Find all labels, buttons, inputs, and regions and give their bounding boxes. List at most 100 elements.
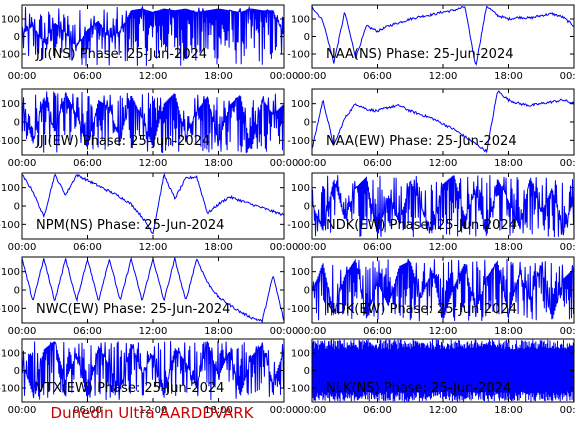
x-tick-label: 00:00 (560, 158, 576, 169)
y-tick-label: -100 (287, 220, 310, 231)
phase-trace (312, 339, 574, 402)
x-tick-label: 18:00 (494, 326, 523, 337)
phase-trace (22, 173, 284, 235)
panel-2: 100 0 -100 00:00 06:00 12:00 18:00 00:00 NAA(NS)… (287, 4, 576, 82)
phase-trace (22, 340, 284, 401)
y-tick-label: 100 (291, 99, 310, 110)
x-tick-label: 06:00 (73, 158, 102, 169)
x-tick-label: 00:00 (298, 326, 327, 337)
x-tick-label: 00:00 (298, 242, 327, 253)
x-tick-label: 18:00 (204, 242, 233, 253)
panel-9: 100 0 -100 00:00 06:00 12:00 18:00 00:00 VTX(EW)… (0, 338, 299, 416)
panel-title: NAA(NS) Phase: 25-Jun-2024 (326, 47, 514, 62)
phase-trace (312, 5, 574, 66)
y-tick-label: -100 (287, 304, 310, 315)
x-tick-label: 00:00 (560, 242, 576, 253)
y-tick-label: 100 (291, 267, 310, 278)
y-tick-label: 100 (291, 183, 310, 194)
footer-credit: Dunedin Ultra AARDDVARK (0, 404, 576, 422)
y-tick-label: 100 (1, 267, 20, 278)
y-tick-label: 0 (14, 32, 20, 43)
x-tick-label: 18:00 (494, 405, 523, 416)
x-tick-label: 00:00 (298, 405, 327, 416)
x-tick-label: 00:00 (270, 326, 299, 337)
x-tick-label: 12:00 (429, 158, 458, 169)
y-tick-label: 0 (14, 202, 20, 213)
panel-3: 100 0 -100 00:00 06:00 12:00 18:00 00:00 JJI(EW)… (0, 88, 299, 169)
y-tick-label: 0 (304, 32, 310, 43)
x-tick-label: 12:00 (429, 405, 458, 416)
panel-title: NDK(EW) Phase: 25-Jun-2024 (326, 302, 517, 317)
y-tick-label: 0 (14, 286, 20, 297)
x-tick-label: 00:00 (298, 71, 327, 82)
x-tick-label: 12:00 (429, 71, 458, 82)
x-tick-label: 18:00 (204, 326, 233, 337)
x-tick-label: 12:00 (139, 71, 168, 82)
x-tick-label: 00:00 (270, 405, 299, 416)
y-tick-label: 100 (291, 349, 310, 360)
x-tick-label: 00:00 (270, 71, 299, 82)
y-tick-label: -100 (0, 384, 20, 395)
y-tick-label: 100 (291, 15, 310, 26)
panel-title: JJI(EW) Phase: 25-Jun-2024 (35, 134, 210, 149)
y-tick-label: -100 (0, 304, 20, 315)
y-tick-label: -100 (0, 50, 20, 61)
x-tick-label: 00:00 (8, 158, 37, 169)
panel-title: NWC(EW) Phase: 25-Jun-2024 (36, 302, 230, 317)
panel-10: 100 0 -100 00:00 06:00 12:00 18:00 00:00 NLK(NS)… (287, 338, 576, 416)
phase-trace (312, 90, 574, 154)
x-tick-label: 12:00 (139, 405, 168, 416)
x-tick-label: 06:00 (363, 405, 392, 416)
y-tick-label: 0 (304, 118, 310, 129)
x-tick-label: 18:00 (204, 158, 233, 169)
y-tick-label: -100 (287, 136, 310, 147)
x-tick-label: 06:00 (363, 71, 392, 82)
phase-trace (312, 175, 574, 238)
y-tick-label: -100 (0, 220, 20, 231)
y-tick-label: 0 (304, 286, 310, 297)
x-tick-label: 00:00 (8, 326, 37, 337)
x-tick-label: 06:00 (363, 242, 392, 253)
x-tick-label: 06:00 (363, 158, 392, 169)
x-tick-label: 00:00 (8, 405, 37, 416)
x-tick-label: 06:00 (73, 242, 102, 253)
panel-7: 100 0 -100 00:00 06:00 12:00 18:00 00:00 NWC(EW)… (0, 256, 299, 337)
panel-title: NPM(NS) Phase: 25-Jun-2024 (36, 218, 224, 233)
panel-title: NLK(NS) Phase: 25-Jun-2024 (326, 381, 511, 396)
y-tick-label: 100 (1, 183, 20, 194)
phase-trace (22, 91, 284, 154)
x-tick-label: 12:00 (429, 326, 458, 337)
x-tick-label: 00:00 (560, 405, 576, 416)
panel-4: 100 0 -100 00:00 06:00 12:00 18:00 00:00 NAA(EW)… (287, 88, 576, 169)
y-tick-label: 0 (14, 366, 20, 377)
panel-title: NDK(EW) Phase: 25-Jun-2024 (326, 218, 517, 233)
x-tick-label: 18:00 (494, 158, 523, 169)
y-tick-label: 0 (14, 118, 20, 129)
x-tick-label: 18:00 (494, 242, 523, 253)
panel-title: JJI(NS) Phase: 25-Jun-2024 (35, 47, 207, 62)
footer-text: Dunedin Ultra AARDDVARK (50, 404, 254, 422)
panel-1: 100 0 -100 00:00 06:00 12:00 18:00 00:00 JJI(NS)… (0, 4, 299, 82)
panel-title: NAA(EW) Phase: 25-Jun-2024 (326, 134, 517, 149)
x-tick-label: 00:00 (298, 158, 327, 169)
y-tick-label: 100 (1, 99, 20, 110)
x-tick-label: 00:00 (8, 242, 37, 253)
x-tick-label: 12:00 (139, 158, 168, 169)
x-tick-label: 18:00 (204, 71, 233, 82)
x-tick-label: 06:00 (73, 71, 102, 82)
y-tick-label: 0 (304, 366, 310, 377)
x-tick-label: 00:00 (270, 158, 299, 169)
y-tick-label: 100 (1, 349, 20, 360)
x-tick-label: 06:00 (363, 326, 392, 337)
x-tick-label: 12:00 (139, 242, 168, 253)
x-tick-label: 06:00 (73, 326, 102, 337)
phase-trace (22, 5, 284, 66)
x-tick-label: 06:00 (73, 405, 102, 416)
panel-8: 100 0 -100 00:00 06:00 12:00 18:00 00:00 NDK(EW)… (287, 256, 576, 337)
panel-title: VTX(EW) Phase: 25-Jun-2024 (36, 381, 224, 396)
x-tick-label: 18:00 (204, 405, 233, 416)
x-tick-label: 12:00 (139, 326, 168, 337)
y-tick-label: -100 (0, 136, 20, 147)
x-tick-label: 12:00 (429, 242, 458, 253)
panel-5: 100 0 -100 00:00 06:00 12:00 18:00 00:00 NPM(NS)… (0, 172, 298, 253)
